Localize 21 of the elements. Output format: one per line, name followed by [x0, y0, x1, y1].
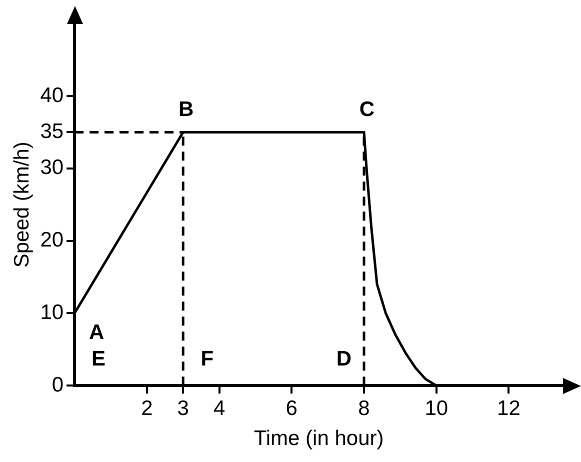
- x-tick-label: 4: [213, 396, 226, 420]
- y-tick-label: 20: [40, 228, 64, 252]
- y-tick-label: 10: [40, 300, 64, 324]
- x-tick-label: 12: [497, 396, 520, 420]
- y-tick-label: 0: [52, 373, 64, 396]
- y-tick-label: 40: [40, 84, 64, 107]
- x-tick-label: 10: [424, 396, 448, 420]
- x-tick-label: 8: [358, 396, 370, 420]
- y-tick-label: 35: [40, 120, 64, 143]
- annotation: F: [200, 347, 214, 370]
- annotation: B: [178, 98, 194, 121]
- annotation: A: [88, 320, 104, 344]
- annotation: C: [359, 98, 375, 121]
- x-tick-label: 6: [286, 396, 298, 420]
- x-axis-title: Time (in hour): [254, 427, 384, 450]
- x-tick-label: 3: [177, 396, 189, 420]
- y-tick-label: 30: [40, 156, 64, 180]
- x-tick-label: 2: [141, 396, 153, 420]
- annotation: D: [336, 347, 352, 370]
- annotation: E: [92, 347, 106, 370]
- y-axis-title: Speed (km/h): [10, 142, 34, 268]
